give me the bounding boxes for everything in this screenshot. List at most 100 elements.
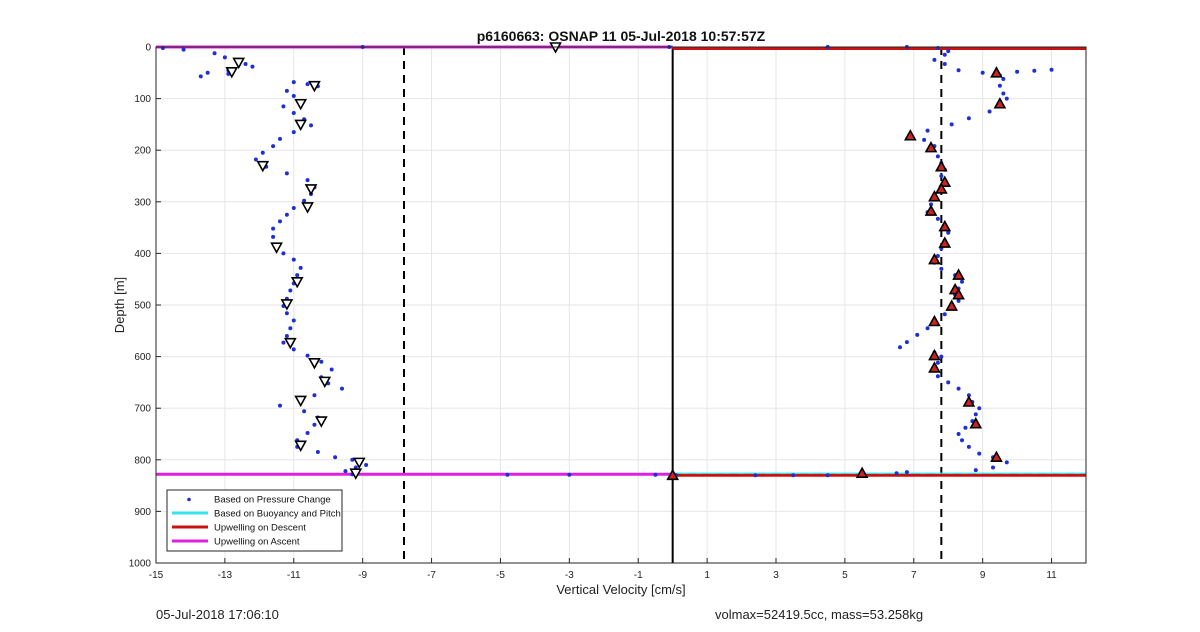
data-point [281, 340, 286, 345]
descent-marker [938, 236, 952, 248]
ascent-marker [294, 395, 308, 408]
ascent-marker [294, 119, 308, 132]
y-tick-label: 900 [134, 507, 151, 518]
ascent-marker [290, 276, 304, 289]
data-point [205, 70, 210, 75]
data-point [305, 430, 310, 435]
data-point [935, 154, 940, 159]
descent-marker [952, 268, 965, 280]
y-tick-label: 700 [134, 404, 151, 415]
descent-marker [934, 160, 948, 172]
descent-marker [993, 97, 1007, 109]
data-point [949, 122, 954, 127]
data-point [939, 174, 944, 178]
data-point [977, 406, 982, 411]
data-point [305, 178, 310, 183]
data-point [253, 157, 258, 162]
data-point [980, 70, 985, 75]
data-point [305, 82, 310, 87]
descent-marker [952, 288, 965, 300]
data-point [966, 116, 971, 121]
ascent-marker [225, 66, 239, 79]
data-point [295, 273, 300, 278]
data-point [291, 257, 296, 262]
data-point [1004, 460, 1009, 465]
descent-marker [928, 348, 941, 361]
descent-marker [990, 450, 1003, 463]
y-tick-label: 300 [134, 197, 151, 208]
data-point [271, 234, 276, 239]
descent-marker [928, 314, 941, 327]
x-tick-label: -11 [287, 570, 301, 581]
legend-label-descent: Upwelling on Descent [214, 523, 306, 534]
ascent-marker [304, 184, 318, 196]
ascent-marker [294, 440, 308, 452]
descent-marker [855, 466, 869, 479]
data-point [278, 403, 282, 408]
ascent-marker [301, 202, 314, 214]
data-point [753, 473, 758, 478]
data-point [997, 83, 1002, 88]
data-point [987, 109, 992, 114]
descent-marker [928, 361, 941, 373]
data-point [942, 62, 947, 67]
footer-timestamp: 05-Jul-2018 17:06:10 [156, 607, 279, 622]
data-point [505, 472, 510, 477]
data-point [904, 340, 909, 345]
data-point [302, 198, 307, 203]
data-point [271, 226, 276, 231]
ascent-marker [308, 357, 321, 370]
data-point [288, 288, 293, 293]
data-point [198, 74, 203, 79]
data-point [319, 359, 324, 364]
descent-marker [938, 175, 952, 187]
descent-marker [924, 204, 938, 216]
data-point [925, 326, 930, 331]
data-point [946, 230, 951, 235]
x-tick-label: 11 [1046, 570, 1057, 581]
ascent-marker [270, 242, 283, 254]
legend-swatch-points [187, 497, 191, 502]
data-point [305, 353, 310, 358]
data-point [364, 462, 369, 467]
data-point [278, 136, 282, 141]
data-point [291, 130, 296, 135]
data-point [298, 265, 303, 270]
ascent-marker [256, 160, 270, 173]
data-point [932, 57, 937, 62]
data-point [278, 219, 282, 224]
data-point [935, 253, 940, 258]
data-point [894, 471, 899, 476]
data-point [946, 49, 951, 54]
x-tick-label: -15 [149, 570, 164, 581]
data-point [1015, 69, 1020, 74]
ascent-marker [232, 57, 246, 70]
data-point [960, 438, 964, 443]
data-point [284, 88, 289, 93]
data-point [973, 412, 978, 417]
data-point [922, 137, 927, 142]
data-point [340, 386, 344, 391]
y-tick-label: 100 [134, 94, 151, 105]
data-point [284, 212, 289, 217]
data-point [271, 144, 276, 149]
data-point [222, 55, 227, 60]
data-point [1001, 76, 1006, 81]
data-point [915, 332, 920, 337]
data-point [343, 469, 348, 474]
data-point [946, 380, 951, 385]
data-point [212, 51, 217, 56]
data-point [291, 80, 296, 85]
data-point [284, 171, 289, 176]
data-point [291, 347, 296, 352]
data-point [567, 472, 572, 477]
ascent-marker [283, 337, 297, 350]
x-tick-label: 7 [911, 570, 917, 581]
data-point [960, 279, 964, 284]
data-point [284, 333, 289, 338]
ascent-marker [294, 98, 308, 111]
data-point [939, 354, 944, 359]
data-point [181, 47, 186, 52]
data-point [956, 386, 961, 391]
